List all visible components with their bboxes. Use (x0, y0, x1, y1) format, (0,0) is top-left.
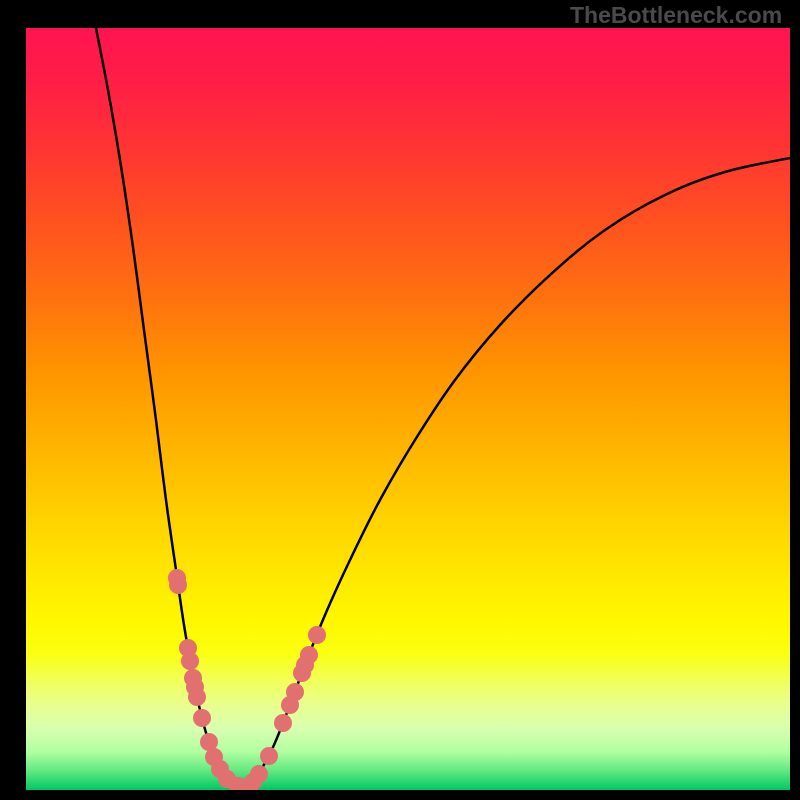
gradient-background (26, 28, 790, 790)
data-marker (250, 765, 268, 783)
bottleneck-chart (0, 0, 800, 800)
data-marker (274, 714, 292, 732)
watermark-text: TheBottleneck.com (570, 2, 782, 29)
data-marker (281, 696, 299, 714)
data-marker (308, 626, 326, 644)
data-marker (188, 688, 206, 706)
data-marker (300, 646, 318, 664)
data-marker (293, 664, 311, 682)
data-marker (169, 576, 187, 594)
data-marker (260, 747, 278, 765)
data-marker (181, 652, 199, 670)
data-marker (193, 709, 211, 727)
